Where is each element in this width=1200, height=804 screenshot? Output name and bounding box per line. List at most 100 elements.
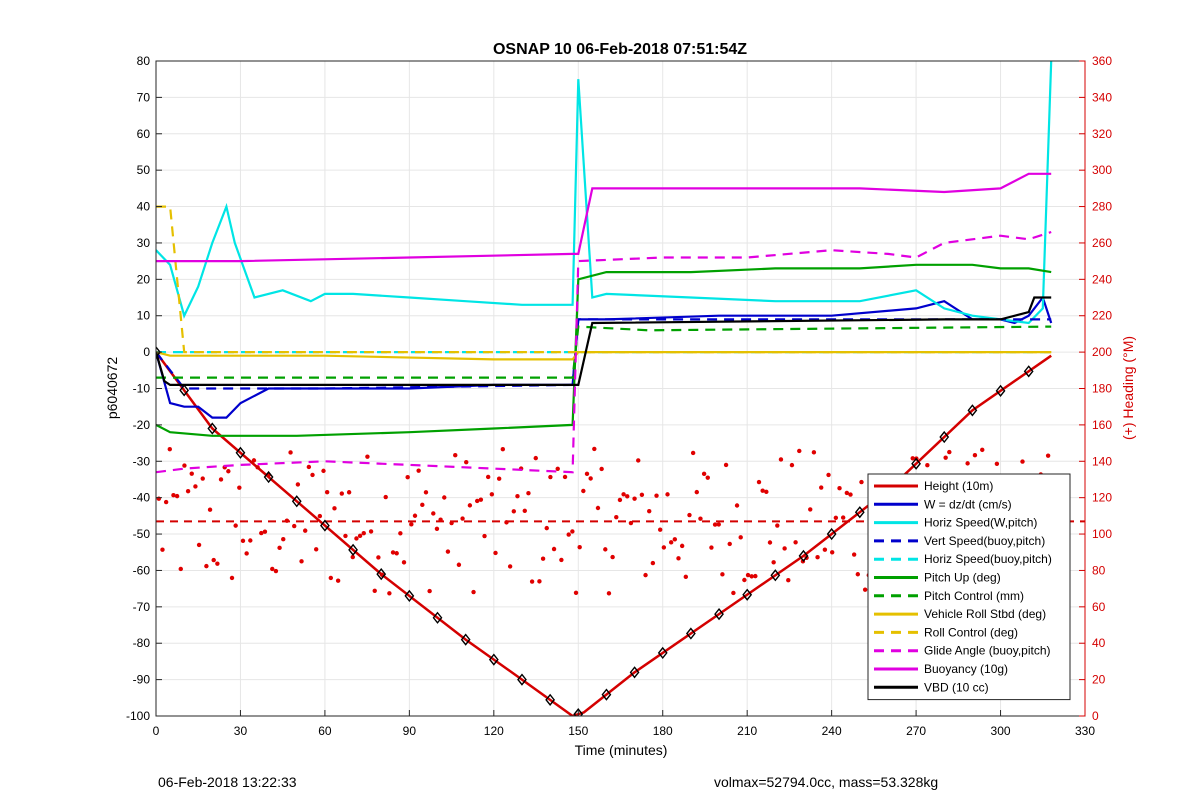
heading-point xyxy=(727,541,732,547)
legend-label: Glide Angle (buoy,pitch) xyxy=(924,644,1051,658)
heading-point xyxy=(833,515,839,520)
heading-point xyxy=(303,528,308,533)
heading-point xyxy=(540,556,546,561)
heading-point xyxy=(555,466,560,471)
legend-label: Height (10m) xyxy=(924,479,993,493)
x-tick-label: 120 xyxy=(484,724,504,738)
heading-point xyxy=(467,503,473,508)
y2-tick-label: 200 xyxy=(1092,345,1112,359)
y2-tick-label: 60 xyxy=(1092,600,1106,614)
heading-point xyxy=(628,520,634,526)
heading-point xyxy=(273,568,279,574)
heading-point xyxy=(808,507,813,512)
series-line-9 xyxy=(156,230,1052,474)
x-tick-label: 60 xyxy=(318,724,332,738)
heading-point xyxy=(840,515,846,520)
heading-point xyxy=(390,550,396,555)
heading-point xyxy=(215,561,220,566)
series-line-6 xyxy=(156,325,1052,379)
heading-point xyxy=(595,505,601,511)
heading-point xyxy=(343,533,348,539)
y2-tick-label: 160 xyxy=(1092,418,1112,432)
heading-point xyxy=(559,557,564,563)
heading-point xyxy=(270,566,275,572)
height-marker xyxy=(156,345,161,359)
heading-point xyxy=(723,462,729,468)
heading-point xyxy=(862,587,868,592)
heading-point xyxy=(720,572,725,577)
heading-point xyxy=(701,471,707,477)
heading-point xyxy=(185,488,191,494)
y-tick-label: 0 xyxy=(143,345,150,359)
heading-point xyxy=(764,489,769,495)
height-marker xyxy=(545,693,556,706)
heading-point xyxy=(709,545,714,550)
heading-point xyxy=(496,476,502,481)
height-marker xyxy=(657,646,668,660)
heading-point xyxy=(163,499,169,505)
heading-point xyxy=(317,513,323,519)
heading-point xyxy=(174,493,180,499)
heading-point xyxy=(401,560,407,565)
heading-point xyxy=(376,555,381,560)
y2-tick-label: 20 xyxy=(1092,673,1106,687)
y-tick-label: 30 xyxy=(137,236,151,250)
heading-point xyxy=(592,446,597,452)
x-tick-label: 180 xyxy=(653,724,673,738)
heading-point xyxy=(522,508,527,514)
x-axis-label: Time (minutes) xyxy=(575,742,668,758)
heading-point xyxy=(533,455,538,461)
heading-point xyxy=(346,490,352,495)
y-axis-right: 3603403203002802602402202001801601401201… xyxy=(1079,54,1112,723)
heading-point xyxy=(826,472,831,478)
series-line-11 xyxy=(156,296,1052,386)
y2-tick-label: 120 xyxy=(1092,491,1112,505)
height-marker xyxy=(460,633,471,646)
heading-point xyxy=(782,546,787,551)
height-marker xyxy=(573,708,584,716)
y-tick-label: -100 xyxy=(126,709,150,723)
heading-point xyxy=(753,573,758,579)
heading-point xyxy=(292,523,297,529)
legend-label: Pitch Up (deg) xyxy=(924,571,1001,585)
y-tick-label: -70 xyxy=(133,600,151,614)
heading-point xyxy=(694,489,699,495)
heading-point xyxy=(493,550,498,556)
heading-point xyxy=(171,492,176,498)
y-tick-label: -50 xyxy=(133,527,151,541)
heading-point xyxy=(182,463,187,468)
y-tick-label: 20 xyxy=(137,272,151,286)
heading-point xyxy=(251,458,257,463)
heading-point xyxy=(829,550,835,555)
legend-label: Buoyancy (10g) xyxy=(924,662,1008,676)
y2-tick-label: 220 xyxy=(1092,309,1112,323)
heading-point xyxy=(339,491,344,496)
height-marker xyxy=(798,549,809,563)
heading-point xyxy=(460,516,465,521)
height-marker xyxy=(714,607,724,621)
heading-point xyxy=(207,507,213,512)
heading-point xyxy=(442,495,447,500)
heading-point xyxy=(610,554,615,560)
heading-point xyxy=(324,489,330,495)
heading-point xyxy=(738,535,743,540)
heading-point xyxy=(811,450,817,455)
heading-point xyxy=(679,543,685,549)
heading-point xyxy=(705,475,710,480)
heading-point xyxy=(716,522,721,527)
heading-point xyxy=(650,560,656,566)
heading-point xyxy=(1020,459,1025,464)
series-line-2 xyxy=(156,61,1053,325)
series-line-5 xyxy=(156,263,1052,437)
heading-point xyxy=(910,456,915,461)
y-tick-label: -40 xyxy=(133,491,151,505)
x-tick-label: 240 xyxy=(822,724,842,738)
heading-point xyxy=(577,544,582,550)
heading-point xyxy=(350,554,355,560)
height-marker xyxy=(770,569,781,582)
y2-tick-label: 260 xyxy=(1092,236,1112,250)
heading-point xyxy=(614,514,619,520)
heading-point xyxy=(200,476,205,481)
chart-title: OSNAP 10 06-Feb-2018 07:51:54Z xyxy=(493,41,747,58)
y-tick-label: -30 xyxy=(133,454,151,468)
